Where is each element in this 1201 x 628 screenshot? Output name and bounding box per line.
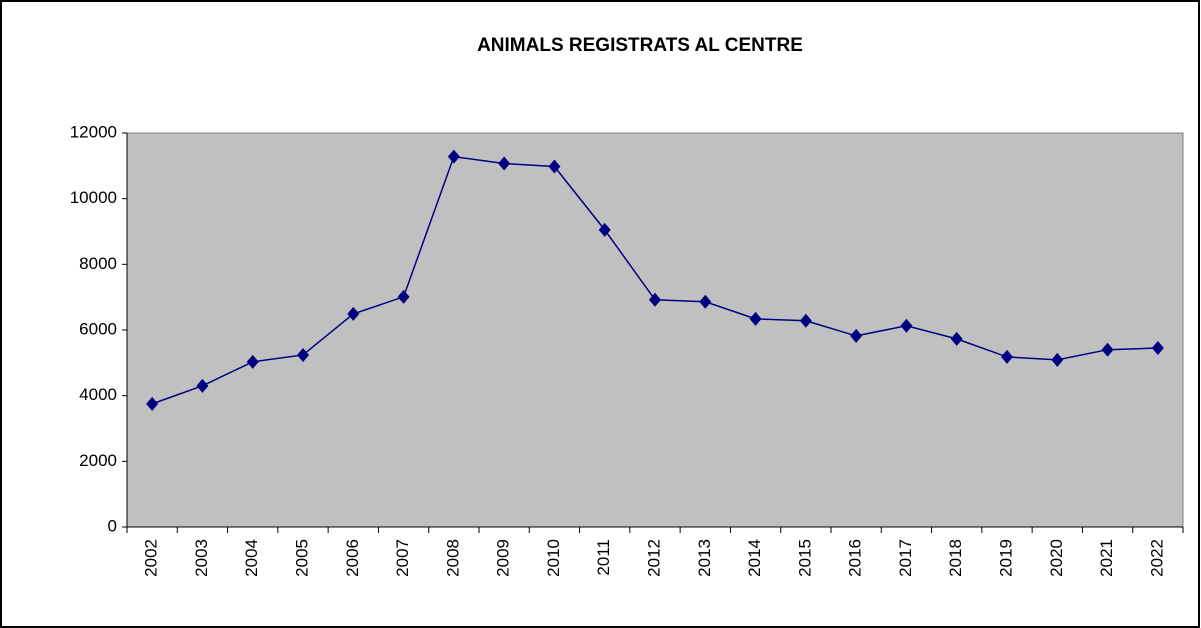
plot-area bbox=[126, 132, 1184, 528]
x-tick-label: 2005 bbox=[292, 539, 311, 577]
marker bbox=[1151, 341, 1164, 356]
marker bbox=[749, 311, 762, 326]
marker bbox=[1001, 349, 1013, 364]
y-tick-label: 8000 bbox=[79, 254, 117, 273]
x-tick-label: 2004 bbox=[242, 539, 261, 577]
x-tick-label: 2016 bbox=[846, 539, 865, 577]
marker bbox=[900, 318, 913, 333]
marker bbox=[699, 294, 712, 309]
x-tick-label: 2009 bbox=[494, 539, 513, 577]
y-tick-label: 2000 bbox=[79, 451, 117, 470]
marker bbox=[850, 328, 863, 343]
y-tick-label: 6000 bbox=[79, 319, 117, 338]
marker bbox=[548, 159, 561, 174]
y-tick-label: 12000 bbox=[70, 122, 117, 141]
y-tick-label: 10000 bbox=[70, 188, 117, 207]
marker bbox=[1051, 352, 1064, 367]
marker bbox=[196, 378, 209, 393]
x-tick-label: 2020 bbox=[1047, 539, 1066, 577]
chart-title: ANIMALS REGISTRATS AL CENTRE bbox=[477, 35, 803, 56]
x-tick-label: 2014 bbox=[745, 539, 764, 577]
y-tick-label: 4000 bbox=[79, 385, 117, 404]
marker bbox=[347, 306, 360, 321]
marker bbox=[598, 222, 611, 237]
marker bbox=[297, 347, 309, 362]
marker bbox=[799, 313, 812, 328]
x-tick-label: 2021 bbox=[1097, 539, 1116, 577]
x-tick-label: 2008 bbox=[443, 539, 462, 577]
x-tick-label: 2015 bbox=[795, 539, 814, 577]
marker bbox=[950, 331, 963, 346]
marker bbox=[397, 289, 410, 304]
x-tick-label: 2007 bbox=[393, 539, 412, 577]
y-tick-label: 0 bbox=[108, 516, 117, 535]
x-tick-label: 2002 bbox=[142, 539, 161, 577]
marker bbox=[447, 149, 460, 164]
marker bbox=[246, 354, 259, 369]
x-tick-label: 2017 bbox=[896, 539, 915, 577]
x-tick-label: 2010 bbox=[544, 539, 563, 577]
x-tick-label: 2012 bbox=[644, 539, 663, 577]
x-tick-label: 2018 bbox=[946, 539, 965, 577]
x-tick-label: 2003 bbox=[192, 539, 211, 577]
x-tick-label: 2019 bbox=[996, 539, 1015, 577]
marker bbox=[1101, 342, 1114, 357]
marker bbox=[498, 156, 511, 171]
marker bbox=[146, 396, 159, 411]
x-tick-label: 2022 bbox=[1147, 539, 1166, 577]
x-tick-label: 2013 bbox=[695, 539, 714, 577]
marker bbox=[649, 292, 661, 307]
x-tick-label: 2006 bbox=[343, 539, 362, 577]
x-tick-label: 2011 bbox=[594, 539, 613, 576]
